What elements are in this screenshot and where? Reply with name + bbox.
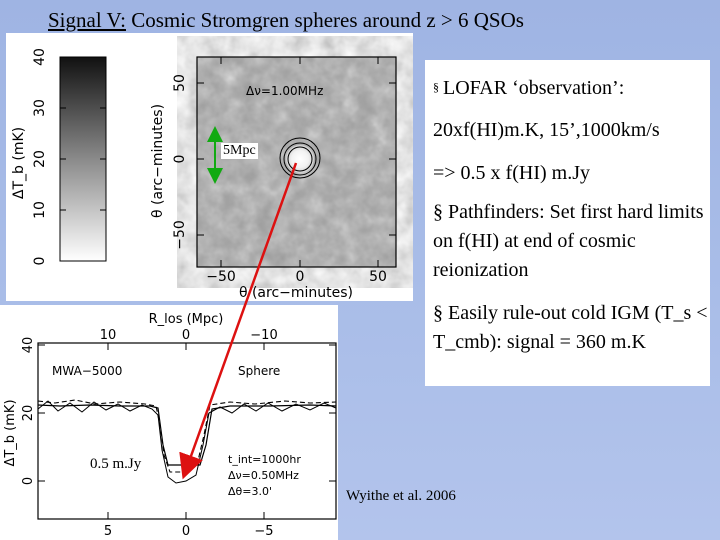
spec-label-left: MWA−5000 <box>52 364 122 378</box>
spec-y-tick: 40 <box>21 337 36 354</box>
title-signal: Signal V: <box>48 8 126 32</box>
map-annotation: Δν=1.00MHz <box>246 84 323 98</box>
colorbar-tick: 0 <box>32 257 48 266</box>
map-y-tick: 0 <box>172 155 188 164</box>
colorbar-label: ΔT_b (mK) <box>11 127 27 199</box>
top-figure: 0 10 20 30 40 ΔT_b (mK) −50 0 50 θ (arc−… <box>6 33 413 301</box>
spec-y-tick: 0 <box>21 477 36 485</box>
spec-param: Δν=0.50MHz <box>228 469 299 482</box>
colorbar-tick: 40 <box>32 48 48 66</box>
stromgren-sphere <box>286 145 314 173</box>
spec-y-tick: 20 <box>21 405 36 422</box>
map-y-label: θ (arc−minutes) <box>150 104 166 218</box>
label-5mpc: 5Mpc <box>221 143 258 159</box>
text-box: § LOFAR ‘observation’: 20xf(HI)m.K, 15’,1… <box>425 60 710 386</box>
spec-x-tick: 0 <box>182 524 190 539</box>
spec-param: Δθ=3.0' <box>228 485 272 498</box>
map-y-tick: −50 <box>172 220 188 250</box>
colorbar <box>59 56 107 262</box>
colorbar-tick: 10 <box>32 201 48 219</box>
bullet-2: § Pathfinders: Set first hard limits on … <box>433 201 704 281</box>
bottom-figure: R_los (Mpc) 10 0 −10 0 20 40 ΔT_b (mK) 5… <box>0 305 338 540</box>
spec-top-tick: −10 <box>250 328 277 343</box>
bullet-1-line-2: 20xf(HI)m.K, 15’,1000km/s <box>433 119 660 141</box>
bullet-1-line-3: => 0.5 x f(HI) m.Jy <box>433 162 590 184</box>
bullet-marker: § <box>433 80 439 94</box>
spec-top-axis-label: R_los (Mpc) <box>149 312 224 327</box>
map-y-tick: 50 <box>172 74 188 92</box>
spec-top-tick: 0 <box>182 328 190 343</box>
map-x-tick: 0 <box>296 269 305 285</box>
bullet-1-text: LOFAR ‘observation’: <box>443 77 625 99</box>
spec-label-right: Sphere <box>238 364 280 378</box>
bullet-1-line-1: § LOFAR ‘observation’: <box>433 74 624 101</box>
map-x-tick: −50 <box>206 269 236 285</box>
colorbar-tick: 30 <box>32 99 48 117</box>
map-x-tick: 50 <box>369 269 387 285</box>
label-0.5mjy: 0.5 m.Jy <box>88 456 144 473</box>
colorbar-tick: 20 <box>32 150 48 168</box>
title-rest: Cosmic Stromgren spheres around z > 6 QS… <box>125 8 524 32</box>
spec-param: t_int=1000hr <box>228 453 301 466</box>
spec-y-label: ΔT_b (mK) <box>3 399 18 466</box>
spec-x-tick: 5 <box>104 524 112 539</box>
spec-x-tick: −5 <box>254 524 273 539</box>
spec-top-tick: 10 <box>100 328 117 343</box>
slide-title: Signal V: Cosmic Stromgren spheres aroun… <box>48 8 524 33</box>
citation: Wyithe et al. 2006 <box>346 488 456 504</box>
bullet-3: § Easily rule-out cold IGM (T_s < T_cmb)… <box>433 302 708 353</box>
map-x-label: θ (arc−minutes) <box>239 285 353 301</box>
